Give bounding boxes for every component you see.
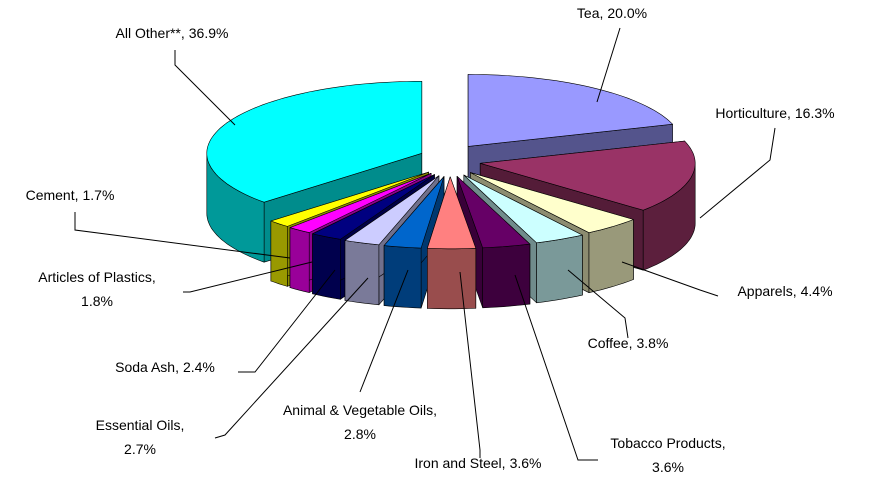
data-label: Coffee, 3.8%: [588, 335, 669, 351]
label-category: All Other**,: [116, 25, 185, 41]
leader-line: [699, 127, 776, 219]
leader-line: [359, 269, 409, 393]
slice-top: [206, 81, 423, 203]
data-label: Apparels, 4.4%: [737, 283, 832, 299]
label-category: Animal & Vegetable Oils,: [283, 402, 437, 418]
label-value: 1.8%: [81, 293, 113, 309]
label-category: Iron and Steel,: [415, 455, 506, 471]
data-label: Cement, 1.7%: [26, 187, 115, 203]
label-value: 16.3%: [795, 105, 835, 121]
slice-top: [456, 176, 531, 249]
slice-top: [470, 172, 634, 233]
leader-line: [238, 269, 336, 373]
slice-top: [463, 174, 583, 244]
leader-line: [621, 261, 719, 297]
slice-top: [289, 173, 432, 233]
data-label: Articles of Plastics, 1.8%: [38, 269, 155, 309]
slice-top: [383, 176, 445, 249]
leader-line: [459, 271, 481, 458]
label-value: 20.0%: [607, 5, 647, 21]
slice-side: [312, 233, 341, 300]
label-category: Tea,: [577, 5, 603, 21]
slice-top: [270, 171, 429, 227]
pie: [206, 74, 696, 310]
leader-line: [567, 269, 629, 339]
label-category: Articles of Plastics,: [38, 269, 155, 285]
slice: [426, 176, 477, 310]
label-category: Coffee,: [588, 335, 633, 351]
label-category: Essential Oils,: [96, 417, 185, 433]
label-category: Cement,: [26, 187, 79, 203]
label-value: 2.4%: [183, 359, 215, 375]
leader-line: [183, 261, 313, 293]
slice-side: [426, 248, 477, 310]
label-category: Apparels,: [737, 283, 796, 299]
label-value: 1.7%: [83, 187, 115, 203]
data-label: Essential Oils, 2.7%: [96, 417, 185, 457]
label-category: Tobacco Products,: [610, 435, 725, 451]
labels: Tea, 20.0% Horticulture, 16.3% Apparels, 4.4%…: [26, 5, 835, 475]
data-label: Tea, 20.0%: [577, 5, 647, 21]
slice-top: [344, 175, 440, 246]
leader-line: [596, 27, 621, 103]
label-value: 3.8%: [636, 335, 668, 351]
label-value: 36.9%: [189, 25, 229, 41]
data-label: All Other**, 36.9%: [116, 25, 229, 41]
slice-side: [270, 220, 288, 287]
data-label: Iron and Steel, 3.6%: [415, 455, 542, 471]
label-value: 3.6%: [652, 459, 684, 475]
leader-line: [214, 277, 369, 439]
label-value: 4.4%: [801, 283, 833, 299]
slice-top: [312, 174, 435, 240]
leader-line: [174, 50, 236, 126]
label-value: 2.8%: [344, 426, 376, 442]
leader-line: [74, 212, 291, 259]
slice-side: [289, 227, 310, 293]
label-category: Horticulture,: [715, 105, 790, 121]
slice-side: [536, 234, 583, 304]
data-label: Horticulture, 16.3%: [715, 105, 834, 121]
data-label: Animal & Vegetable Oils, 2.8%: [283, 402, 437, 442]
data-label: Tobacco Products, 3.6%: [610, 435, 725, 475]
data-label: Soda Ash, 2.4%: [115, 359, 215, 375]
label-value: 3.6%: [510, 455, 542, 471]
label-category: Soda Ash,: [115, 359, 179, 375]
slice-top: [479, 140, 696, 211]
slice-side: [383, 245, 422, 309]
slice-side: [344, 240, 380, 306]
label-value: 2.7%: [124, 441, 156, 457]
slice-top: [467, 74, 673, 147]
leader-line: [514, 274, 598, 461]
slice-top: [426, 176, 477, 250]
